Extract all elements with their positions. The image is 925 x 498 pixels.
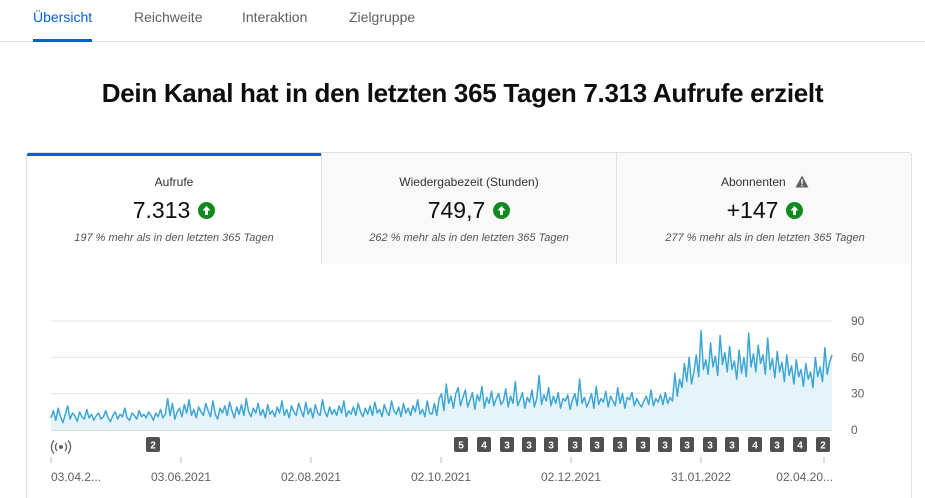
upload-badge-count: 3 [729, 441, 735, 452]
upload-badge-count: 3 [504, 441, 510, 452]
upload-badge-count: 5 [458, 441, 464, 452]
upload-badge: 3 [680, 437, 694, 452]
metric-value: 749,7 [427, 197, 486, 223]
upload-badge: 3 [725, 437, 739, 452]
upload-badge: 3 [613, 437, 627, 452]
arrow-up-icon [786, 202, 804, 219]
upload-badge: 3 [568, 437, 582, 452]
upload-badge-count: 3 [526, 441, 532, 452]
x-tick-label: 03.06.2021 [151, 470, 211, 484]
metric-value: 7.313 [132, 197, 191, 223]
tab-reach[interactable]: Reichweite [134, 9, 203, 25]
upload-badge: 4 [748, 437, 762, 452]
arrow-up-icon [198, 202, 216, 219]
upload-badge-count: 3 [640, 441, 646, 452]
upload-badge-count: 3 [594, 441, 600, 452]
upload-badge-count: 3 [774, 441, 780, 452]
y-tick-label: 90 [851, 314, 865, 328]
upload-badge: 3 [703, 437, 717, 452]
upload-badge-count: 4 [797, 441, 803, 452]
metric-value: +147 [726, 197, 779, 223]
y-tick-label: 30 [851, 387, 865, 401]
upload-badge-count: 3 [684, 441, 690, 452]
tab-bar: Übersicht Reichweite Interaktion Zielgru… [0, 0, 925, 42]
warning-icon[interactable] [795, 175, 809, 191]
upload-badge-count: 4 [752, 441, 758, 452]
metric-label: Wiedergabezeit (Stunden) [399, 175, 539, 189]
tab-overview[interactable]: Übersicht [33, 9, 93, 42]
x-tick-label: 02.10.2021 [411, 470, 471, 484]
metric-comparison: 277 % mehr als in den letzten 365 Tagen [665, 232, 865, 244]
upload-badge: 3 [544, 437, 558, 452]
y-tick-label: 60 [851, 350, 865, 364]
metrics-card: Aufrufe 7.313 197 % mehr als in den letz… [26, 152, 912, 498]
upload-badge-count: 3 [548, 441, 554, 452]
x-tick-label: 02.12.2021 [541, 470, 601, 484]
chart-area-fill [51, 330, 832, 430]
metric-watch-time[interactable]: Wiedergabezeit (Stunden) 749,7 262 % meh… [321, 153, 616, 264]
metric-comparison: 197 % mehr als in den letzten 365 Tagen [74, 232, 274, 244]
upload-badge-count: 3 [617, 441, 623, 452]
upload-badge-count: 3 [662, 441, 668, 452]
chart-series-line [50, 329, 833, 424]
upload-badge: 3 [658, 437, 672, 452]
upload-badge: 3 [636, 437, 650, 452]
live-broadcast-icon [50, 440, 72, 454]
upload-badge-count: 2 [820, 441, 826, 452]
upload-badge: 5 [454, 437, 468, 452]
x-tick-label: 31.01.2022 [671, 470, 731, 484]
x-tick-label: 02.08.2021 [281, 470, 341, 484]
metric-label: Aufrufe [154, 175, 194, 189]
tab-engagement[interactable]: Interaktion [242, 9, 308, 25]
upload-badge: 3 [500, 437, 514, 452]
y-tick-label: 0 [851, 423, 858, 437]
arrow-up-icon [493, 202, 511, 219]
page-title: Dein Kanal hat in den letzten 365 Tagen … [101, 78, 824, 108]
upload-badge: 4 [477, 437, 491, 452]
upload-badge-count: 4 [481, 441, 487, 452]
upload-badge-count: 2 [150, 441, 156, 452]
upload-badge: 3 [522, 437, 536, 452]
tab-audience[interactable]: Zielgruppe [349, 9, 416, 25]
upload-badge: 3 [590, 437, 604, 452]
x-tick-label: 02.04.20... [776, 470, 833, 484]
upload-badge-count: 3 [572, 441, 578, 452]
metric-label: Abonnenten [720, 175, 786, 189]
views-chart[interactable]: 90 60 30 0 2 5 4 3 3 3 3 3 3 3 3 3 3 3 4 3 4 2 03.04.2... 03.… [27, 153, 912, 498]
upload-badge: 2 [146, 437, 160, 452]
metric-comparison: 262 % mehr als in den letzten 365 Tagen [369, 232, 569, 244]
upload-badge-count: 3 [707, 441, 713, 452]
upload-badge: 2 [816, 437, 830, 452]
metric-subscribers[interactable]: Abonnenten +147 277 % mehr als in den le… [616, 153, 911, 264]
upload-badge: 3 [770, 437, 784, 452]
x-tick-label: 03.04.2... [51, 470, 101, 484]
metric-views[interactable]: Aufrufe 7.313 197 % mehr als in den letz… [27, 153, 321, 264]
upload-badge: 4 [793, 437, 807, 452]
